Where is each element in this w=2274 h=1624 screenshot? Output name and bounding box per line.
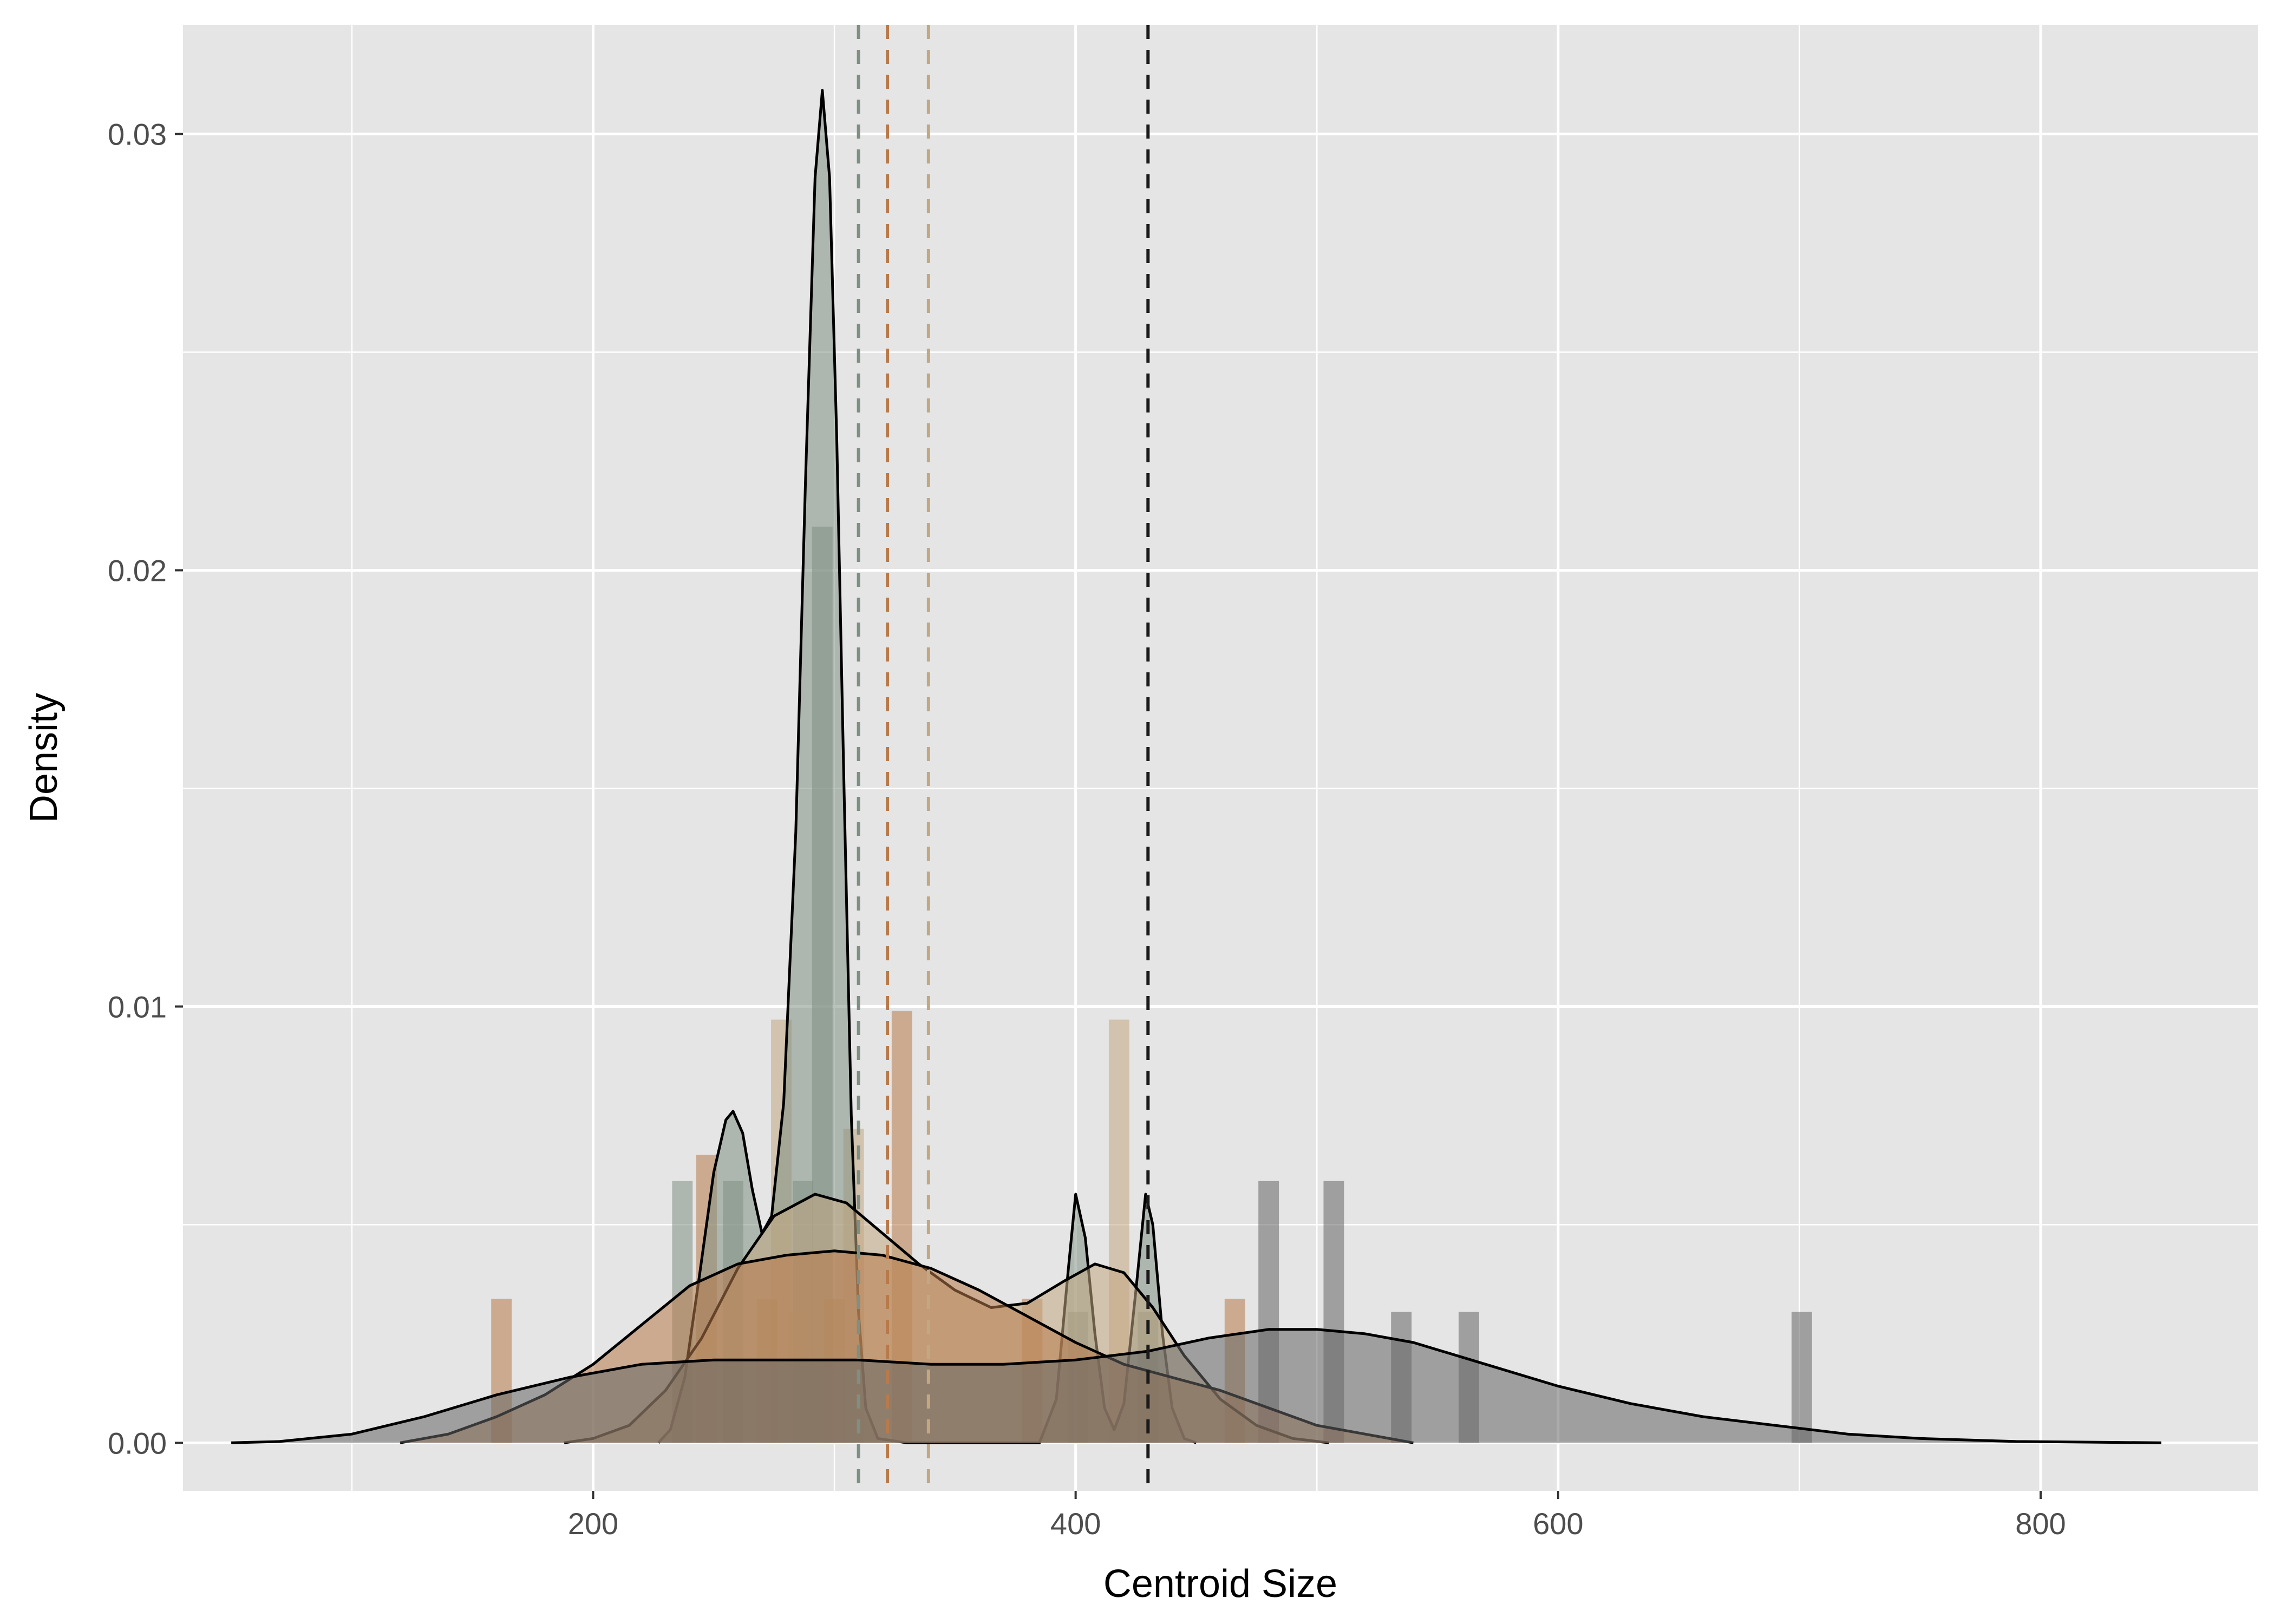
x-tick-label: 800 — [2015, 1507, 2066, 1541]
density-areas — [231, 89, 2161, 1444]
y-tick-label: 0.03 — [108, 117, 167, 151]
density-fill-series-4 — [231, 1329, 2161, 1443]
plot-panel — [183, 25, 2258, 1491]
mean-lines — [857, 25, 1150, 1491]
x-tick-label: 400 — [1050, 1507, 1101, 1541]
x-axis-title: Centroid Size — [1103, 1562, 1337, 1606]
x-tick-label: 200 — [568, 1507, 618, 1541]
density-fill-series-1 — [658, 90, 1197, 1443]
histogram-bar-series-4 — [1791, 1312, 1812, 1443]
y-tick-label: 0.01 — [108, 990, 167, 1024]
density-curve-series-4 — [231, 1328, 2161, 1444]
major-gridlines — [183, 25, 2258, 1491]
y-tick-label: 0.02 — [108, 553, 167, 587]
minor-gridlines — [183, 25, 2258, 1491]
y-axis-title: Density — [22, 693, 66, 823]
y-tick-label: 0.00 — [108, 1426, 167, 1460]
x-tick-labels: 200 400 600 800 — [568, 1507, 2066, 1541]
axis-ticks — [175, 133, 2042, 1499]
y-tick-labels: 0.00 0.01 0.02 0.03 — [108, 117, 167, 1460]
x-tick-label: 600 — [1533, 1507, 1583, 1541]
